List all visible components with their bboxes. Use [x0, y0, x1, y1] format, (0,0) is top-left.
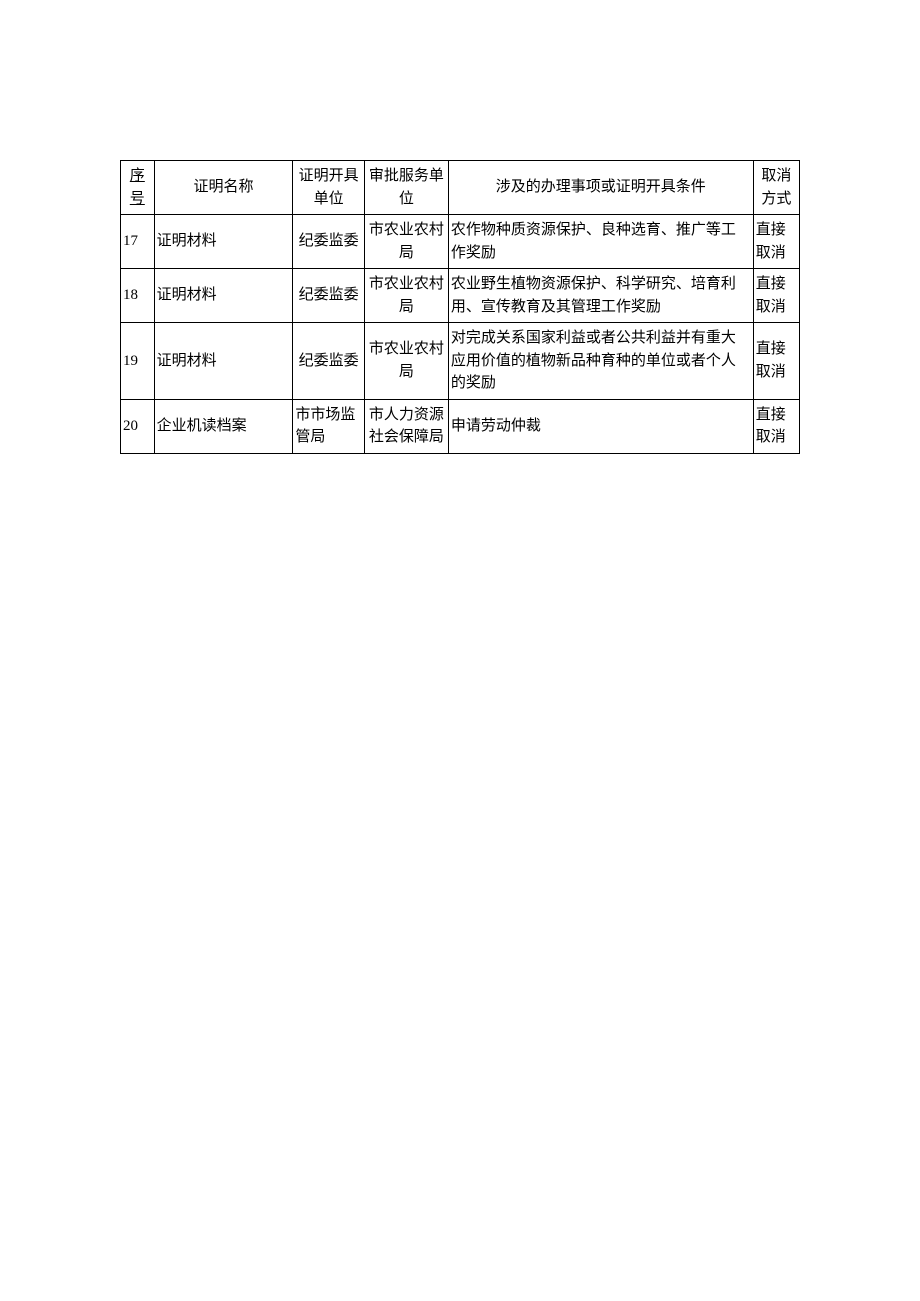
cell-cancel: 直接取消	[753, 399, 799, 453]
table-row: 18 证明材料 纪委监委 市农业农村局 农业野生植物资源保护、科学研究、培育利用…	[121, 269, 800, 323]
cell-matter: 申请劳动仲裁	[448, 399, 753, 453]
cell-issuer: 纪委监委	[293, 323, 364, 400]
cell-name: 证明材料	[154, 215, 293, 269]
cell-cancel: 直接取消	[753, 269, 799, 323]
cell-index: 20	[121, 399, 155, 453]
cell-issuer: 纪委监委	[293, 269, 364, 323]
cell-index: 17	[121, 215, 155, 269]
table-row: 17 证明材料 纪委监委 市农业农村局 农作物种质资源保护、良种选育、推广等工作…	[121, 215, 800, 269]
cell-cancel: 直接取消	[753, 215, 799, 269]
cell-index: 18	[121, 269, 155, 323]
header-cancel: 取消方式	[753, 161, 799, 215]
cell-service: 市农业农村局	[364, 323, 448, 400]
header-name: 证明名称	[154, 161, 293, 215]
cell-cancel: 直接取消	[753, 323, 799, 400]
cell-matter: 对完成关系国家利益或者公共利益并有重大应用价值的植物新品种育种的单位或者个人的奖…	[448, 323, 753, 400]
cell-service: 市人力资源社会保障局	[364, 399, 448, 453]
header-index: 序号	[121, 161, 155, 215]
cell-matter: 农业野生植物资源保护、科学研究、培育利用、宣传教育及其管理工作奖励	[448, 269, 753, 323]
cell-service: 市农业农村局	[364, 215, 448, 269]
cell-issuer: 纪委监委	[293, 215, 364, 269]
header-service: 审批服务单位	[364, 161, 448, 215]
cell-matter: 农作物种质资源保护、良种选育、推广等工作奖励	[448, 215, 753, 269]
header-matter: 涉及的办理事项或证明开具条件	[448, 161, 753, 215]
table-row: 20 企业机读档案 市市场监管局 市人力资源社会保障局 申请劳动仲裁 直接取消	[121, 399, 800, 453]
cell-name: 证明材料	[154, 269, 293, 323]
certificate-table: 序号 证明名称 证明开具单位 审批服务单位 涉及的办理事项或证明开具条件 取消方…	[120, 160, 800, 454]
table-header-row: 序号 证明名称 证明开具单位 审批服务单位 涉及的办理事项或证明开具条件 取消方…	[121, 161, 800, 215]
cell-name: 证明材料	[154, 323, 293, 400]
cell-index: 19	[121, 323, 155, 400]
header-issuer: 证明开具单位	[293, 161, 364, 215]
cell-service: 市农业农村局	[364, 269, 448, 323]
cell-issuer: 市市场监管局	[293, 399, 364, 453]
table-row: 19 证明材料 纪委监委 市农业农村局 对完成关系国家利益或者公共利益并有重大应…	[121, 323, 800, 400]
cell-name: 企业机读档案	[154, 399, 293, 453]
